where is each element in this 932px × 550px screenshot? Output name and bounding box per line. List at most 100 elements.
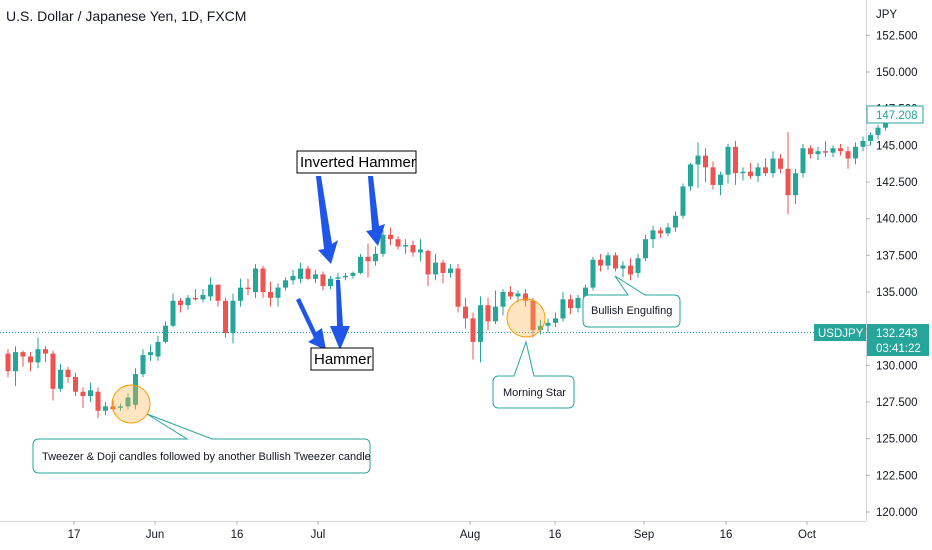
candle (425, 249, 431, 287)
candle (680, 183, 686, 219)
price-axis[interactable]: 152.500150.000147.500145.000142.500140.0… (866, 30, 918, 519)
candle-body (425, 250, 431, 275)
candle (410, 240, 416, 257)
candle (493, 290, 498, 325)
candle (575, 294, 581, 313)
candle (133, 368, 138, 410)
candle (223, 297, 228, 338)
candle-body (223, 300, 228, 334)
candle (508, 286, 513, 300)
time-tick-label: Oct (798, 529, 817, 541)
candle-body (823, 151, 828, 153)
candle (358, 253, 363, 275)
candle (350, 271, 356, 279)
candle (485, 297, 491, 331)
candle (785, 132, 791, 215)
candle (328, 275, 333, 290)
candle-body (658, 230, 663, 234)
candle (403, 239, 408, 254)
candle-body (665, 227, 671, 234)
svg-text:03:41:22: 03:41:22 (876, 343, 921, 355)
candle (20, 350, 26, 367)
candle-body (800, 148, 806, 174)
price-tick-label: 130.000 (876, 360, 918, 372)
candle-body (268, 292, 273, 298)
candle-body (740, 171, 746, 174)
candle-body (155, 341, 161, 357)
candle-body (283, 280, 288, 288)
candle (298, 262, 303, 284)
candle-body (853, 146, 858, 159)
candle-body (35, 349, 41, 363)
candle-body (275, 287, 281, 298)
candle (613, 252, 618, 272)
candle (650, 226, 656, 248)
candle-body (418, 249, 423, 253)
time-axis[interactable]: 17 Jun 16 Jul Aug 16 Sep 16 Oct (68, 521, 817, 541)
candle-body (478, 305, 483, 342)
candle-body (290, 275, 296, 281)
candle (365, 243, 371, 278)
price-tick-label: 127.500 (876, 397, 918, 409)
candle (620, 261, 626, 278)
candle (305, 265, 311, 281)
svg-text:Tweezer & Doji candles followe: Tweezer & Doji candles followed by anoth… (42, 451, 371, 463)
candle (155, 336, 161, 361)
candle-body (770, 158, 776, 174)
candle-body (845, 151, 851, 159)
candle (200, 289, 206, 303)
time-tick-label: 16 (720, 529, 733, 541)
candle (13, 346, 18, 386)
candle-body (860, 140, 866, 147)
candle (28, 352, 33, 372)
candle (530, 297, 536, 338)
candle-body (725, 146, 731, 175)
candle-body (463, 306, 468, 319)
candle (170, 293, 176, 328)
price-tick-label: 125.000 (876, 434, 918, 446)
hammer-arrows (296, 280, 350, 350)
candle (388, 227, 393, 246)
candle (590, 256, 596, 291)
candle-body (170, 300, 176, 326)
candle (215, 284, 221, 307)
candle-body (238, 287, 243, 301)
candle (268, 281, 273, 307)
candle (740, 167, 746, 181)
candle (103, 402, 108, 416)
candle-body (230, 300, 236, 334)
time-tick-label: Aug (460, 529, 480, 541)
candle (395, 236, 401, 250)
candle-body (733, 146, 738, 174)
candle-body (643, 239, 648, 259)
candle-body (433, 262, 438, 275)
candle (118, 403, 123, 411)
candle-body (298, 268, 303, 279)
candle-body (403, 245, 408, 247)
candle (560, 292, 566, 322)
svg-text:USDJPY: USDJPY (818, 328, 864, 340)
candle (455, 264, 461, 313)
candle-body (530, 300, 536, 331)
candle (440, 259, 446, 284)
candle-body (830, 148, 836, 153)
candle-body (583, 287, 588, 298)
candle-body (523, 293, 528, 301)
candle (43, 346, 48, 363)
candle (793, 168, 798, 204)
candle-body (185, 297, 191, 306)
candle-body (20, 352, 26, 357)
candle (763, 158, 768, 177)
candle (290, 270, 296, 285)
candle (193, 289, 198, 301)
candle (823, 140, 828, 158)
candle (538, 319, 543, 335)
candle-body (50, 353, 56, 389)
candle-body (200, 294, 206, 300)
candle-body (560, 299, 566, 319)
candle (635, 253, 641, 278)
last-price-label: 147.208 (866, 105, 924, 124)
candle (73, 372, 78, 397)
candle-body (485, 305, 491, 322)
